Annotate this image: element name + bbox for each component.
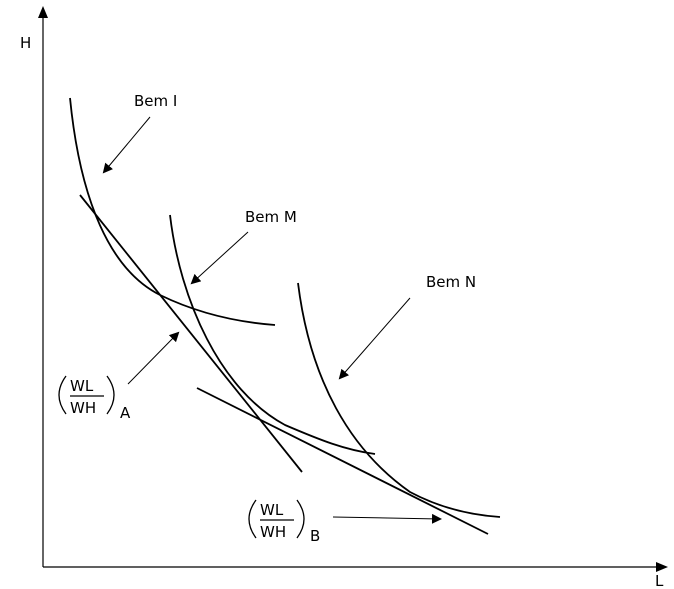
y-axis-label: H (20, 34, 31, 52)
y-axis-arrowhead (38, 6, 48, 18)
curve-bem-m (169, 214, 376, 455)
curve-bem-n (297, 282, 501, 518)
ratio-b-numerator: WL (260, 501, 284, 519)
ratio-a-left-paren (58, 375, 67, 415)
ratio-label-b: WL WH B (248, 499, 320, 545)
ratio-label-a: WL WH A (58, 375, 131, 422)
curve-bem-i (69, 97, 276, 326)
ratio-b-right-paren (296, 499, 305, 539)
arrow-bem-i (102, 116, 151, 174)
label-bem-n: Bem N (426, 273, 476, 291)
ratio-a-denominator: WH (70, 399, 96, 417)
arrow-ratio-a (127, 331, 180, 385)
arrow-bem-m (190, 231, 249, 285)
ratio-a-right-paren (106, 375, 115, 415)
label-bem-i: Bem I (134, 92, 177, 110)
ratio-b-denominator: WH (260, 523, 286, 541)
ratio-b-left-paren (248, 499, 257, 539)
arrow-ratio-b (332, 513, 442, 524)
isocost-line-b (196, 387, 489, 535)
isocost-line-a (79, 194, 303, 473)
ratio-b-subscript: B (310, 527, 320, 545)
arrow-bem-n (338, 297, 411, 380)
ratio-a-subscript: A (120, 404, 131, 422)
x-axis-label: L (655, 572, 664, 589)
ratio-a-numerator: WL (70, 377, 94, 395)
x-axis-arrowhead (656, 562, 668, 572)
label-bem-m: Bem M (245, 208, 297, 226)
